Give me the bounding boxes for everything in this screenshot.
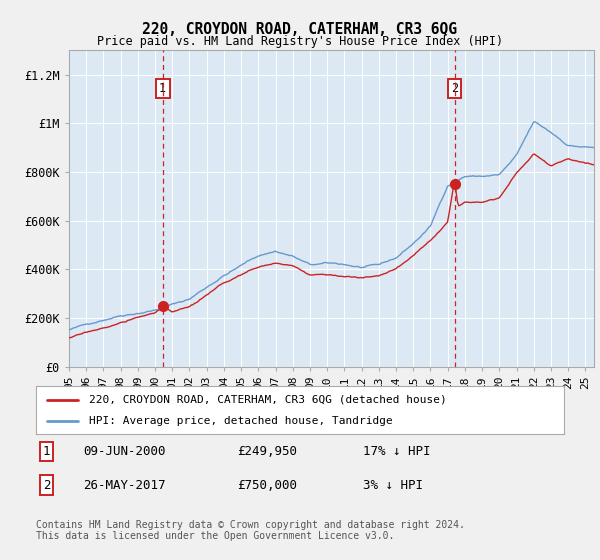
Text: £750,000: £750,000 [236, 479, 296, 492]
Text: 220, CROYDON ROAD, CATERHAM, CR3 6QG (detached house): 220, CROYDON ROAD, CATERHAM, CR3 6QG (de… [89, 395, 446, 405]
Text: 3% ↓ HPI: 3% ↓ HPI [364, 479, 424, 492]
Text: 09-JUN-2000: 09-JUN-2000 [83, 445, 166, 458]
Text: Contains HM Land Registry data © Crown copyright and database right 2024.
This d: Contains HM Land Registry data © Crown c… [36, 520, 465, 542]
Text: 26-MAY-2017: 26-MAY-2017 [83, 479, 166, 492]
Text: 2: 2 [451, 82, 458, 95]
Text: 1: 1 [159, 82, 166, 95]
Text: 220, CROYDON ROAD, CATERHAM, CR3 6QG: 220, CROYDON ROAD, CATERHAM, CR3 6QG [143, 22, 458, 38]
Text: 2: 2 [43, 479, 50, 492]
Text: HPI: Average price, detached house, Tandridge: HPI: Average price, detached house, Tand… [89, 416, 392, 426]
Text: Price paid vs. HM Land Registry's House Price Index (HPI): Price paid vs. HM Land Registry's House … [97, 35, 503, 48]
Text: 17% ↓ HPI: 17% ↓ HPI [364, 445, 431, 458]
Text: £249,950: £249,950 [236, 445, 296, 458]
Text: 1: 1 [43, 445, 50, 458]
